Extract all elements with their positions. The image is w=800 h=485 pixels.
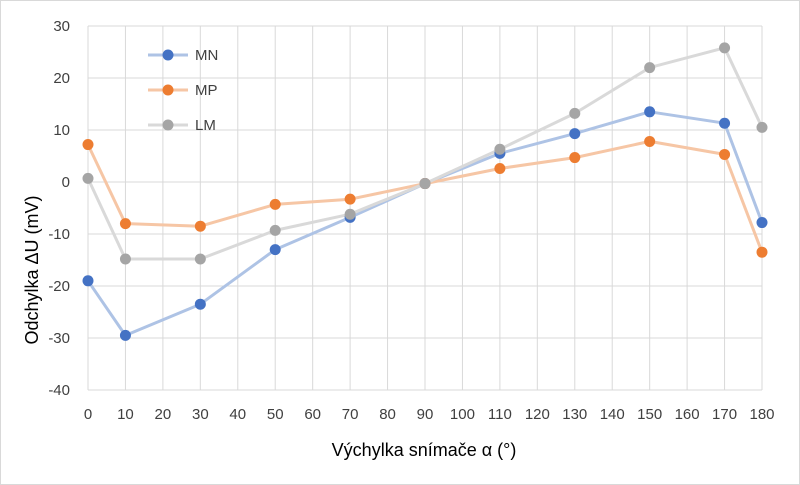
data-point-lm	[719, 42, 731, 54]
x-tick-label: 90	[417, 406, 434, 423]
data-point-mp	[719, 148, 731, 160]
x-tick-label: 70	[342, 406, 359, 423]
y-tick-label: 30	[53, 18, 70, 35]
y-tick-label: 0	[62, 174, 70, 191]
y-tick-label: -40	[48, 382, 70, 399]
x-tick-label: 170	[712, 406, 737, 423]
x-tick-label: 180	[749, 406, 774, 423]
y-tick-label: -10	[48, 226, 70, 243]
data-point-mp	[644, 135, 656, 147]
data-point-mn	[119, 329, 131, 341]
data-point-mp	[344, 193, 356, 205]
data-point-lm	[344, 208, 356, 220]
y-tick-label: -20	[48, 278, 70, 295]
y-axis-title: Odchylka ΔU (mV)	[22, 195, 42, 344]
x-axis-ticks: 0 10 20 30 40 50 60 70 80 90 100 110 120 130 140 150 160…	[84, 406, 775, 423]
x-tick-label: 10	[117, 406, 134, 423]
data-point-mn	[194, 298, 206, 310]
data-point-lm	[194, 253, 206, 265]
y-tick-label: 20	[53, 70, 70, 87]
legend-marker-mn	[162, 49, 174, 61]
x-tick-label: 50	[267, 406, 284, 423]
data-point-lm	[494, 143, 506, 155]
data-point-lm	[756, 121, 768, 133]
data-point-mp	[119, 218, 131, 230]
legend: MN MP LM	[148, 47, 218, 134]
data-point-lm	[119, 253, 131, 265]
grid-layer	[87, 25, 763, 391]
x-tick-label: 100	[450, 406, 475, 423]
data-point-mp	[569, 152, 581, 164]
y-axis-ticks: 30 20 10 0 -10 -20 -30 -40	[48, 18, 70, 399]
legend-marker-mp	[162, 84, 174, 96]
data-point-mn	[569, 128, 581, 140]
y-tick-label: 10	[53, 122, 70, 139]
data-point-mp	[756, 246, 768, 258]
x-tick-label: 120	[525, 406, 550, 423]
x-tick-label: 140	[600, 406, 625, 423]
data-point-mp	[269, 198, 281, 210]
x-tick-label: 60	[304, 406, 321, 423]
data-point-mn	[756, 217, 768, 229]
data-point-mp	[494, 162, 506, 174]
data-point-lm	[419, 178, 431, 190]
x-tick-label: 40	[229, 406, 246, 423]
data-point-lm	[82, 172, 94, 184]
data-point-mn	[82, 275, 94, 287]
y-tick-label: -30	[48, 330, 70, 347]
data-point-mn	[719, 117, 731, 129]
legend-label-mn: MN	[195, 47, 218, 64]
data-point-lm	[269, 224, 281, 236]
data-point-mn	[644, 106, 656, 118]
legend-marker-lm	[162, 119, 174, 131]
x-tick-label: 20	[155, 406, 172, 423]
legend-label-lm: LM	[195, 117, 216, 134]
x-tick-label: 130	[562, 406, 587, 423]
data-point-mn	[269, 244, 281, 256]
x-axis-title: Výchylka snímače α (°)	[332, 440, 517, 460]
x-tick-label: 30	[192, 406, 209, 423]
x-tick-label: 110	[488, 406, 512, 423]
data-point-lm	[569, 107, 581, 119]
x-tick-label: 0	[84, 406, 92, 423]
data-point-lm	[644, 62, 656, 74]
data-point-mp	[194, 220, 206, 232]
data-point-mp	[82, 139, 94, 151]
x-tick-label: 150	[637, 406, 662, 423]
x-tick-label: 80	[379, 406, 396, 423]
legend-label-mp: MP	[195, 82, 218, 99]
x-tick-label: 160	[675, 406, 700, 423]
series-layer	[82, 42, 768, 341]
